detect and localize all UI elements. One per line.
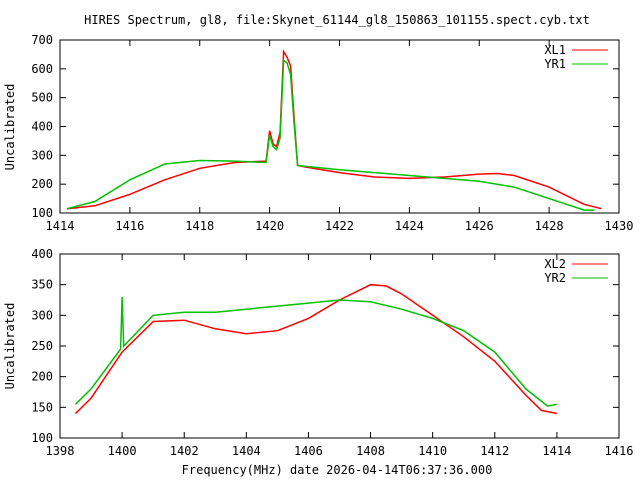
y-tick-label: 300 [31,308,53,322]
x-tick-label: 1398 [46,444,75,458]
y-tick-label: 600 [31,62,53,76]
x-tick-label: 1408 [356,444,385,458]
x-tick-label: 1426 [465,219,494,233]
x-tick-label: 1424 [395,219,424,233]
y-tick-label: 150 [31,400,53,414]
y-tick-label: 300 [31,148,53,162]
legend-label-yr2: YR2 [544,271,566,285]
x-tick-label: 1422 [325,219,354,233]
x-tick-label: 1406 [294,444,323,458]
y-tick-label: 100 [31,206,53,220]
plot-1: 1414 1416 1418 1420 1422 1424 1426 1428 1430 100 2… [31,33,633,233]
y-tick-label: 700 [31,33,53,47]
y-axis-label-bottom: Uncalibrated [3,303,17,390]
plot-frame [59,39,620,214]
x-tick-label: 1430 [605,219,634,233]
x-tick-label: 1402 [170,444,199,458]
legend-label-yr1: YR1 [544,57,566,71]
x-tick-label: 1416 [115,219,144,233]
chart-title: HIRES Spectrum, gl8, file:Skynet_61144_g… [84,13,590,27]
x-tick-label: 1416 [605,444,634,458]
y-tick-label: 100 [31,431,53,445]
x-tick-label: 1412 [480,444,509,458]
x-tick-label: 1420 [255,219,284,233]
plot-frame [59,253,620,439]
x-tick-label: 1400 [108,444,137,458]
x-tick-label: 1414 [46,219,75,233]
series-xl2-line [74,283,558,415]
y-tick-label: 400 [31,247,53,261]
y-tick-label: 200 [31,177,53,191]
x-tick-label: 1418 [185,219,214,233]
x-tick-label: 1414 [542,444,571,458]
series-xl1-line [66,48,602,210]
legend-label-xl1: XL1 [544,43,566,57]
y-tick-label: 200 [31,370,53,384]
y-tick-label: 350 [31,278,53,292]
x-tick-label: 1404 [232,444,261,458]
y-tick-label: 500 [31,91,53,105]
x-tick-label: 1410 [418,444,447,458]
legend-label-xl2: XL2 [544,257,566,271]
plot-2: 1398 1400 1402 1404 1406 1408 1410 1412 1414 1416… [31,247,633,458]
y-tick-label: 250 [31,339,53,353]
y-axis-label-top: Uncalibrated [3,84,17,171]
series-yr2-line [74,296,558,407]
y-tick-label: 400 [31,120,53,134]
series-yr1-line [66,58,595,211]
x-tick-label: 1428 [535,219,564,233]
x-axis-label: Frequency(MHz) date 2026-04-14T06:37:36.… [182,463,493,477]
